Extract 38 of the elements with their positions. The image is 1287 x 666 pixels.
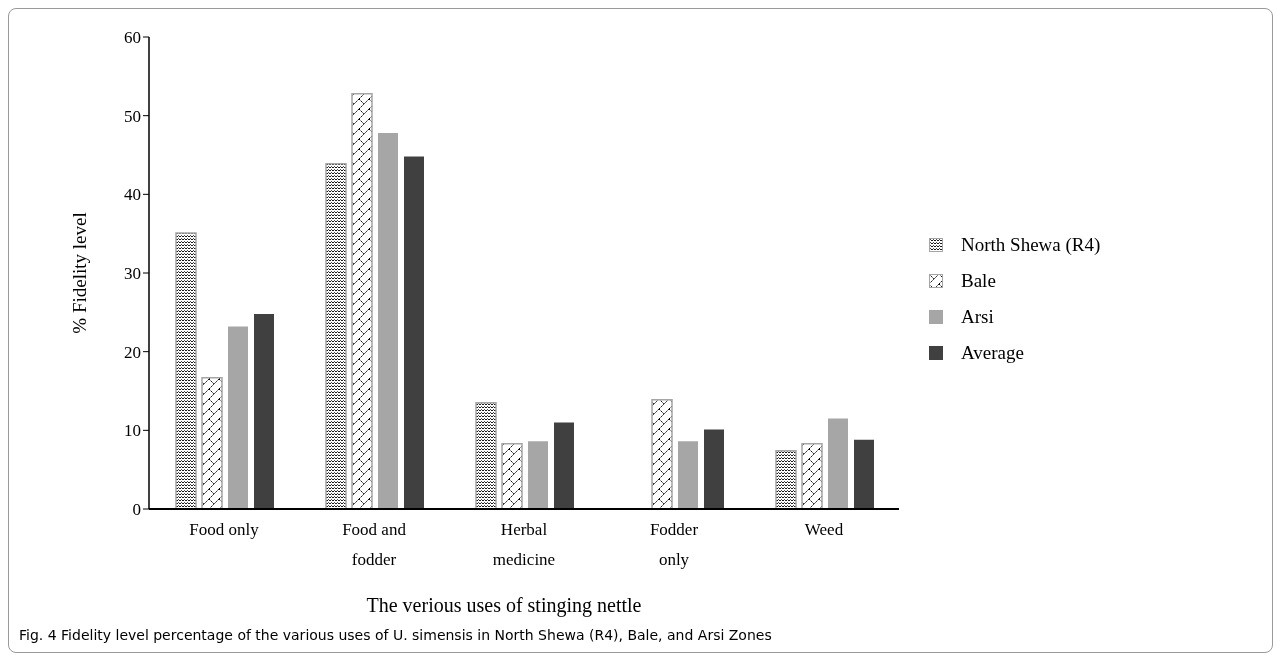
legend-label: Average [961, 342, 1024, 364]
bar [801, 442, 823, 509]
bar [651, 398, 673, 509]
y-tick-label: 0 [132, 500, 141, 520]
bar [404, 156, 424, 509]
y-tick-label: 60 [124, 28, 141, 48]
bar [228, 326, 248, 509]
bar [828, 418, 848, 509]
bar [325, 162, 347, 509]
x-tick-label: Fodder only [649, 520, 699, 569]
x-axis-title: The verious uses of stinging nettle [365, 594, 643, 617]
x-tick-label: Food only [189, 520, 260, 539]
bar [678, 441, 698, 509]
bar [854, 439, 874, 509]
x-tick-label: Food and fodder [342, 520, 407, 569]
bar [528, 441, 548, 509]
y-tick-label: 20 [124, 342, 141, 362]
bar [201, 376, 223, 509]
y-axis-title: % Fidelity level [68, 212, 90, 334]
bar [704, 429, 724, 509]
caption: Fig. 4 Fidelity level percentage of the various uses of U. simensis in North Shewa (R4), Bale, and Arsi Zones [19, 627, 772, 643]
y-tick-label: 10 [124, 421, 141, 441]
bar [378, 132, 398, 509]
bar [554, 422, 574, 509]
bar [501, 442, 523, 509]
legend-label: Bale [961, 270, 996, 292]
bar [351, 92, 373, 509]
legend-label: North Shewa (R4) [961, 234, 1101, 256]
bar [175, 232, 197, 509]
bar [775, 450, 797, 509]
x-tick-label: Herbal medicine [492, 520, 556, 569]
bar [475, 402, 497, 509]
x-tick-label: Weed [804, 520, 844, 539]
y-tick-label: 40 [124, 185, 141, 205]
bar [254, 313, 274, 509]
y-tick-label: 30 [124, 264, 141, 284]
y-tick-label: 50 [124, 106, 141, 126]
legend-label: Arsi [961, 306, 994, 328]
